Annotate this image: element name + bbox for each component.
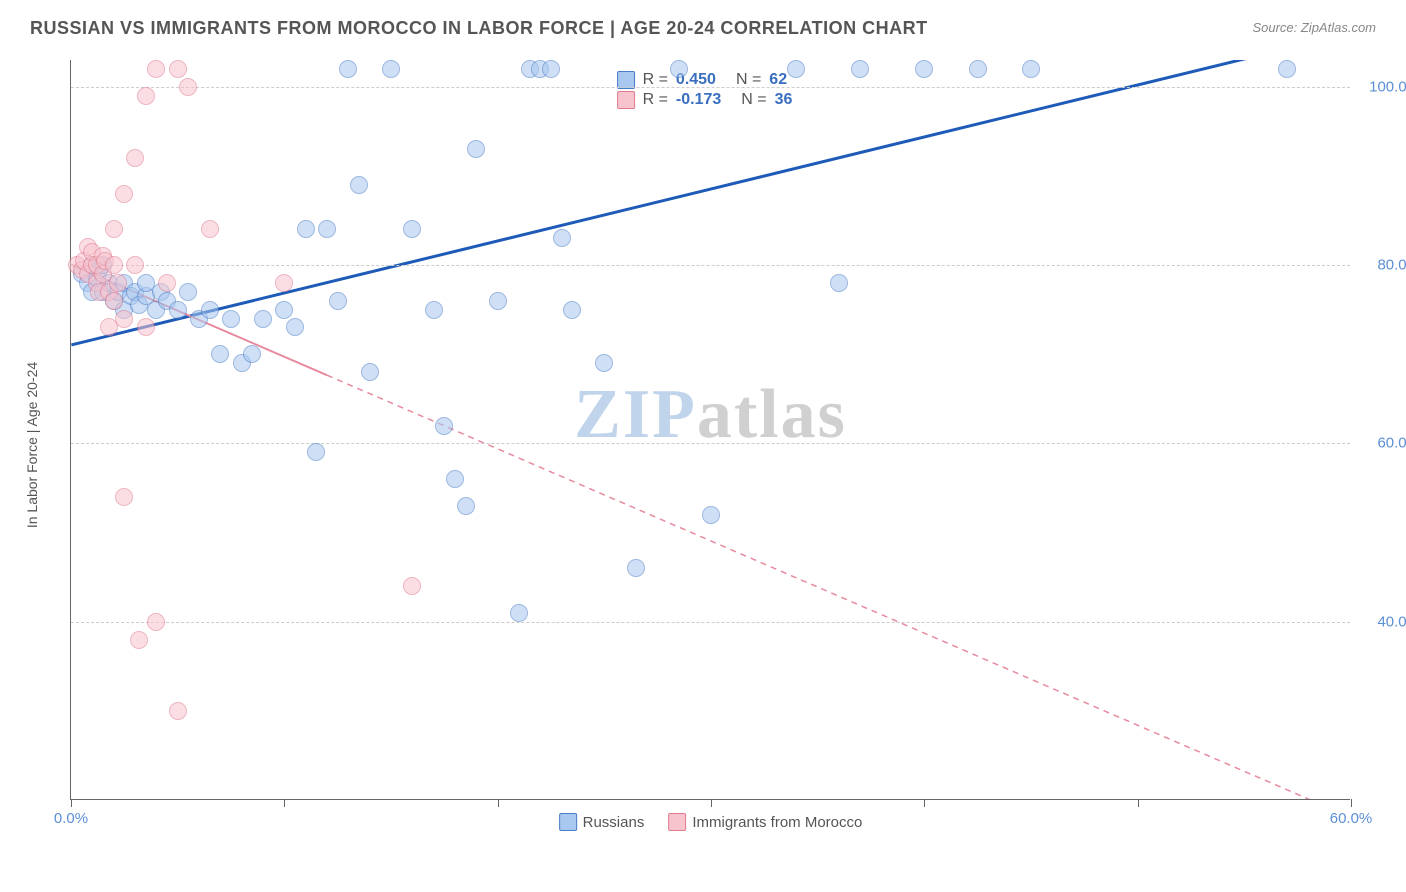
legend-label: Immigrants from Morocco [692, 814, 862, 831]
watermark-zip: ZIP [574, 376, 697, 453]
data-point [382, 60, 400, 78]
data-point [130, 631, 148, 649]
data-point [201, 301, 219, 319]
x-tick [1138, 799, 1139, 807]
data-point [179, 78, 197, 96]
legend-r-value: -0.173 [676, 91, 721, 109]
data-point [126, 149, 144, 167]
watermark-atlas: atlas [697, 376, 847, 453]
data-point [553, 229, 571, 247]
plot-region: ZIPatlas R = 0.450 N = 62 R = -0.173 N =… [70, 60, 1350, 800]
data-point [115, 185, 133, 203]
legend-item: Immigrants from Morocco [668, 813, 862, 831]
x-tick [924, 799, 925, 807]
data-point [329, 292, 347, 310]
data-point [297, 220, 315, 238]
data-point [201, 220, 219, 238]
data-point [702, 506, 720, 524]
legend-correlation: R = 0.450 N = 62 R = -0.173 N = 36 [607, 65, 815, 115]
gridline [71, 87, 1350, 88]
data-point [105, 256, 123, 274]
trend-lines-svg [71, 60, 1350, 799]
data-point [425, 301, 443, 319]
data-point [137, 318, 155, 336]
data-point [830, 274, 848, 292]
data-point [510, 604, 528, 622]
data-point [147, 613, 165, 631]
legend-item: Russians [559, 813, 645, 831]
data-point [457, 497, 475, 515]
data-point [1022, 60, 1040, 78]
x-tick [498, 799, 499, 807]
data-point [350, 176, 368, 194]
legend-n-value: 36 [775, 91, 793, 109]
data-point [307, 443, 325, 461]
data-point [595, 354, 613, 372]
data-point [969, 60, 987, 78]
legend-label: Russians [583, 814, 645, 831]
gridline [71, 265, 1350, 266]
x-tick [711, 799, 712, 807]
data-point [403, 577, 421, 595]
y-axis-label: In Labor Force | Age 20-24 [24, 362, 40, 528]
y-tick-label: 40.0% [1377, 613, 1406, 630]
y-tick-label: 60.0% [1377, 435, 1406, 452]
data-point [563, 301, 581, 319]
data-point [126, 256, 144, 274]
gridline [71, 443, 1350, 444]
gridline [71, 622, 1350, 623]
data-point [275, 274, 293, 292]
data-point [211, 345, 229, 363]
x-tick [71, 799, 72, 807]
chart-area: In Labor Force | Age 20-24 ZIPatlas R = … [50, 60, 1370, 830]
data-point [435, 417, 453, 435]
data-point [851, 60, 869, 78]
data-point [403, 220, 421, 238]
x-tick-label: 60.0% [1330, 810, 1373, 827]
legend-n-label: N = [741, 91, 766, 109]
data-point [275, 301, 293, 319]
chart-title: RUSSIAN VS IMMIGRANTS FROM MOROCCO IN LA… [30, 18, 928, 39]
source-label: Source: ZipAtlas.com [1252, 20, 1376, 35]
data-point [115, 488, 133, 506]
data-point [169, 301, 187, 319]
data-point [243, 345, 261, 363]
legend-series: Russians Immigrants from Morocco [559, 813, 863, 831]
data-point [169, 60, 187, 78]
data-point [339, 60, 357, 78]
data-point [787, 60, 805, 78]
data-point [147, 60, 165, 78]
y-tick-label: 80.0% [1377, 257, 1406, 274]
legend-swatch [617, 91, 635, 109]
x-tick [284, 799, 285, 807]
x-tick-label: 0.0% [54, 810, 88, 827]
legend-row: R = -0.173 N = 36 [617, 91, 805, 109]
data-point [542, 60, 560, 78]
data-point [115, 310, 133, 328]
legend-swatch [668, 813, 686, 831]
data-point [105, 292, 123, 310]
data-point [1278, 60, 1296, 78]
data-point [286, 318, 304, 336]
data-point [670, 60, 688, 78]
data-point [446, 470, 464, 488]
data-point [105, 220, 123, 238]
data-point [318, 220, 336, 238]
data-point [627, 559, 645, 577]
data-point [109, 274, 127, 292]
data-point [222, 310, 240, 328]
data-point [361, 363, 379, 381]
legend-swatch [559, 813, 577, 831]
x-tick [1351, 799, 1352, 807]
y-tick-label: 100.0% [1369, 78, 1406, 95]
legend-r-label: R = [643, 91, 668, 109]
data-point [254, 310, 272, 328]
data-point [915, 60, 933, 78]
data-point [169, 702, 187, 720]
data-point [137, 87, 155, 105]
data-point [158, 274, 176, 292]
data-point [179, 283, 197, 301]
data-point [489, 292, 507, 310]
data-point [467, 140, 485, 158]
